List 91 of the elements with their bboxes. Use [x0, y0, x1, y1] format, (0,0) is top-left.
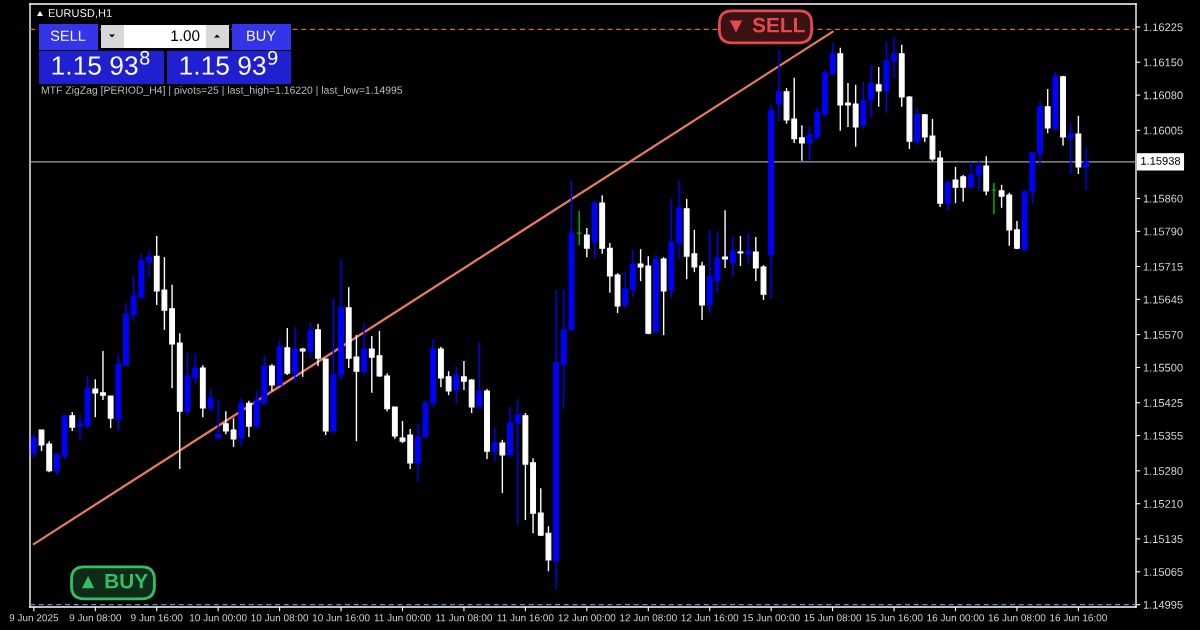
candlestick — [445, 370, 452, 396]
y-tick-label: 1.15135 — [1143, 535, 1183, 544]
annotation: BUY — [247, 30, 276, 41]
x-tick-label: 9 Jun 2025 — [9, 614, 59, 622]
candlestick — [192, 352, 199, 386]
candlestick — [53, 452, 60, 476]
x-tick-label: 9 Jun 08:00 — [69, 614, 122, 622]
y-tick-label: 1.16080 — [1143, 91, 1183, 100]
candlestick — [875, 66, 882, 108]
candlestick — [967, 161, 974, 189]
x-tick-label: 11 Jun 08:00 — [436, 614, 493, 622]
candlestick — [215, 399, 222, 439]
x-tick-label: 10 Jun 00:00 — [190, 614, 247, 622]
candlestick — [891, 36, 897, 79]
candlestick — [499, 439, 506, 494]
candlestick — [69, 411, 76, 432]
x-tick-label: 10 Jun 16:00 — [312, 614, 370, 622]
x-tick-label: 12 Jun 00:00 — [558, 614, 616, 622]
x-tick-label: 12 Jun 08:00 — [620, 614, 677, 622]
candlestick — [737, 235, 744, 267]
candlestick — [107, 395, 114, 429]
x-tick-label: 9 Jun 16:00 — [131, 614, 183, 622]
candlestick — [775, 49, 782, 122]
x-tick-label: 10 Jun 08:00 — [251, 614, 309, 622]
y-tick-label: 1.15425 — [1143, 398, 1183, 407]
candlestick — [307, 321, 314, 359]
candlestick — [1083, 146, 1090, 191]
candlestick — [269, 363, 275, 392]
annotation: SELL — [50, 30, 86, 41]
candlestick — [1014, 220, 1020, 250]
candlestick — [944, 179, 951, 211]
candlestick — [868, 64, 874, 119]
annotation: ▲ BUY — [81, 573, 148, 589]
annotation: 1.15 93$^{8}$ — [52, 50, 150, 75]
y-tick-label: 1.15790 — [1143, 227, 1183, 236]
candlestick — [222, 410, 229, 435]
y-tick-label: 1.15210 — [1143, 499, 1183, 508]
candlestick — [745, 232, 752, 265]
y-tick-label: 1.15715 — [1143, 262, 1183, 271]
x-tick-label: 15 Jun 16:00 — [865, 614, 923, 622]
y-tick-label: 1.15065 — [1143, 568, 1183, 576]
y-tick-label: 1.15570 — [1143, 330, 1183, 339]
candlestick — [845, 82, 851, 128]
candlestick — [491, 426, 498, 463]
candlestick — [230, 417, 237, 448]
y-tick-label: 1.15500 — [1143, 363, 1183, 372]
candlestick — [361, 322, 368, 376]
candlestick — [461, 360, 467, 391]
x-tick-label: 11 Jun 16:00 — [497, 614, 554, 622]
candlestick — [1044, 88, 1051, 134]
annotation: 1.00 — [171, 30, 200, 42]
x-tick-label: 16 Jun 00:00 — [927, 614, 985, 622]
candlestick — [514, 398, 521, 526]
candlestick — [207, 387, 214, 412]
annotation: ▼ SELL — [729, 17, 805, 33]
x-tick-label: 11 Jun 00:00 — [374, 614, 431, 622]
candlestick — [722, 209, 729, 269]
candlestick — [245, 400, 252, 438]
candlestick — [92, 378, 99, 418]
candlestick — [829, 42, 836, 75]
chart-title: EURUSD,H1 — [48, 9, 112, 19]
candlestick — [975, 160, 982, 192]
candlestick — [30, 432, 37, 459]
y-tick-label: 1.16005 — [1143, 126, 1183, 135]
candlestick — [100, 350, 106, 401]
ref-line-label: 1.15938 — [1141, 156, 1181, 165]
candlestick — [453, 365, 460, 404]
annotation: 1.15 93$^{9}$ — [180, 50, 278, 75]
y-tick-label: 1.15860 — [1143, 194, 1183, 203]
y-tick-label: 1.16225 — [1143, 23, 1183, 32]
y-tick-label: 1.16150 — [1143, 58, 1183, 67]
y-tick-label: 1.14995 — [1143, 600, 1183, 609]
y-tick-label: 1.15355 — [1143, 431, 1183, 440]
candlestick — [146, 249, 152, 279]
annotation: MTF ZigZag [PERIOD_H4] | pivots=25 | last_high=1.16220 | last_low=1.14995 — [41, 86, 403, 96]
x-tick-label: 16 Jun 08:00 — [988, 614, 1046, 622]
candlestick — [476, 341, 483, 409]
y-tick-label: 1.15645 — [1143, 295, 1183, 304]
candlestick — [583, 227, 590, 258]
y-tick-label: 1.15280 — [1143, 467, 1183, 475]
x-tick-label: 12 Jun 16:00 — [681, 614, 739, 622]
candlestick — [1067, 122, 1074, 175]
x-tick-label: 15 Jun 00:00 — [743, 614, 800, 622]
candlestick — [729, 235, 736, 278]
candlestick — [798, 124, 805, 162]
x-tick-label: 15 Jun 08:00 — [804, 614, 862, 622]
candlestick — [852, 84, 859, 148]
candlestick — [622, 270, 629, 310]
candlestick — [76, 413, 83, 441]
x-tick-label: 16 Jun 16:00 — [1050, 614, 1107, 622]
candlestick — [299, 347, 306, 378]
